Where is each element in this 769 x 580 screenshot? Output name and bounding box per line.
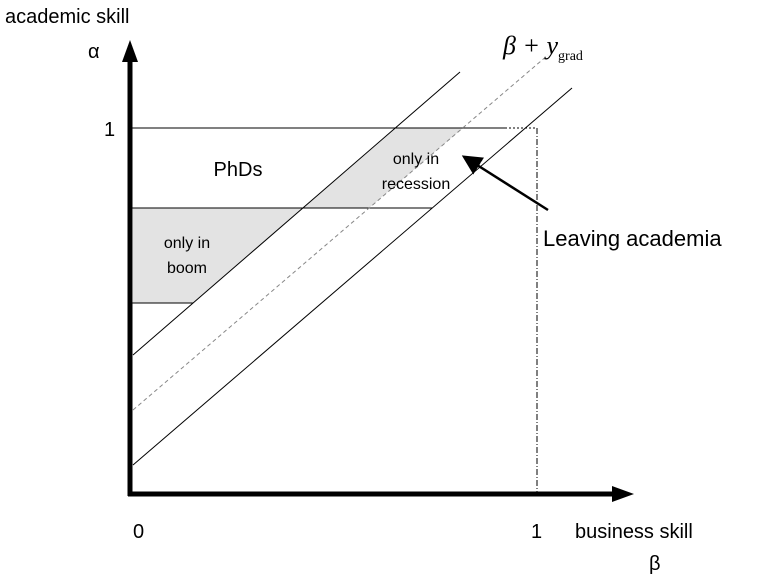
threshold-base: β + y	[502, 31, 558, 60]
x-label: business skill	[575, 521, 693, 543]
origin-label: 0	[133, 521, 144, 543]
boom-label: boom	[167, 260, 207, 277]
threshold-subscript: grad	[558, 49, 583, 64]
y-symbol: α	[88, 41, 100, 63]
x-max-label: 1	[531, 521, 542, 543]
y-label: academic skill	[5, 6, 129, 28]
x-symbol: β	[649, 553, 661, 575]
recession-label: only in	[393, 151, 439, 168]
recession-region	[303, 128, 463, 208]
lower-diagonal	[132, 87, 573, 466]
threshold-label: β + ygrad	[502, 31, 583, 64]
boom-region	[133, 208, 303, 303]
boom-label: only in	[164, 235, 210, 252]
y-max-label: 1	[104, 119, 115, 141]
recession-label: recession	[382, 176, 450, 193]
upper-diagonal	[132, 71, 461, 356]
threshold-diagonal	[132, 54, 549, 411]
phds-label: PhDs	[214, 159, 263, 181]
leaving-label: Leaving academia	[543, 226, 722, 251]
leaving-arrow	[461, 155, 549, 212]
y-axis-arrow	[122, 40, 138, 62]
x-axis-arrow	[612, 486, 634, 502]
